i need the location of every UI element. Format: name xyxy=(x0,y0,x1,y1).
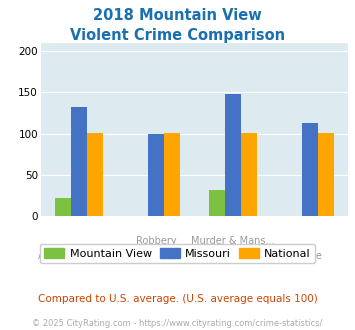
Text: Compared to U.S. average. (U.S. average equals 100): Compared to U.S. average. (U.S. average … xyxy=(38,294,317,304)
Bar xyxy=(148,134,164,216)
Bar xyxy=(318,133,334,216)
Bar xyxy=(302,123,318,216)
Bar xyxy=(241,133,257,216)
Text: © 2025 CityRating.com - https://www.cityrating.com/crime-statistics/: © 2025 CityRating.com - https://www.city… xyxy=(32,319,323,328)
Bar xyxy=(55,198,71,216)
Bar xyxy=(87,133,103,216)
Bar xyxy=(209,190,225,216)
Text: Robbery: Robbery xyxy=(136,236,176,246)
Text: Violent Crime Comparison: Violent Crime Comparison xyxy=(70,28,285,43)
Text: 2018 Mountain View: 2018 Mountain View xyxy=(93,8,262,23)
Text: Murder & Mans...: Murder & Mans... xyxy=(191,236,274,246)
Text: Aggravated Assault: Aggravated Assault xyxy=(108,251,204,261)
Bar xyxy=(71,107,87,216)
Text: Rape: Rape xyxy=(297,251,322,261)
Bar xyxy=(164,133,180,216)
Text: All Violent Crime: All Violent Crime xyxy=(38,251,120,261)
Bar xyxy=(225,94,241,216)
Legend: Mountain View, Missouri, National: Mountain View, Missouri, National xyxy=(40,244,315,263)
